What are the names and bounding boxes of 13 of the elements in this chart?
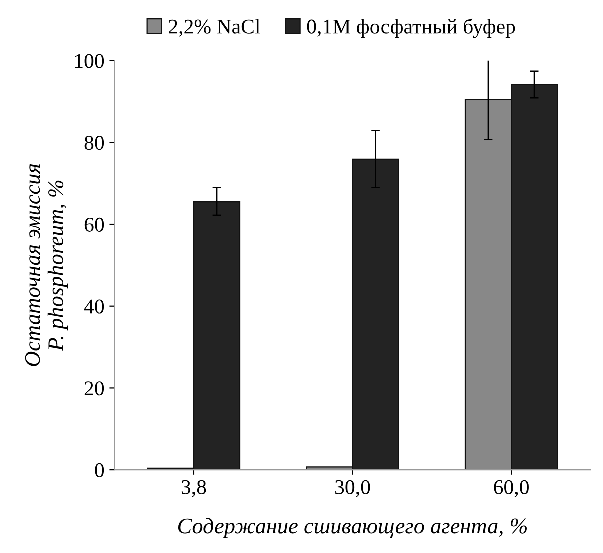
legend-label: 2,2% NaCl (169, 19, 260, 37)
y-axis-title: Остаточная эмиссия P. phosphoreum, % (25, 164, 68, 366)
x-tick-label: 60,0 (494, 480, 529, 498)
y-tick-label: 40 (84, 300, 104, 314)
x-axis-title: Содержание сшивающего агента, % (178, 518, 527, 538)
x-tick-label: 3,8 (182, 480, 206, 498)
y-tick-label: 100 (75, 54, 104, 68)
y-tick-label: 60 (84, 218, 104, 232)
x-tick-label: 30,0 (336, 480, 370, 498)
legend-label: 0,1M фосфатный буфер (307, 18, 516, 38)
y-tick-label: 0 (95, 463, 104, 478)
y-tick-label: 80 (84, 136, 104, 150)
y-tick-label: 20 (84, 382, 104, 396)
